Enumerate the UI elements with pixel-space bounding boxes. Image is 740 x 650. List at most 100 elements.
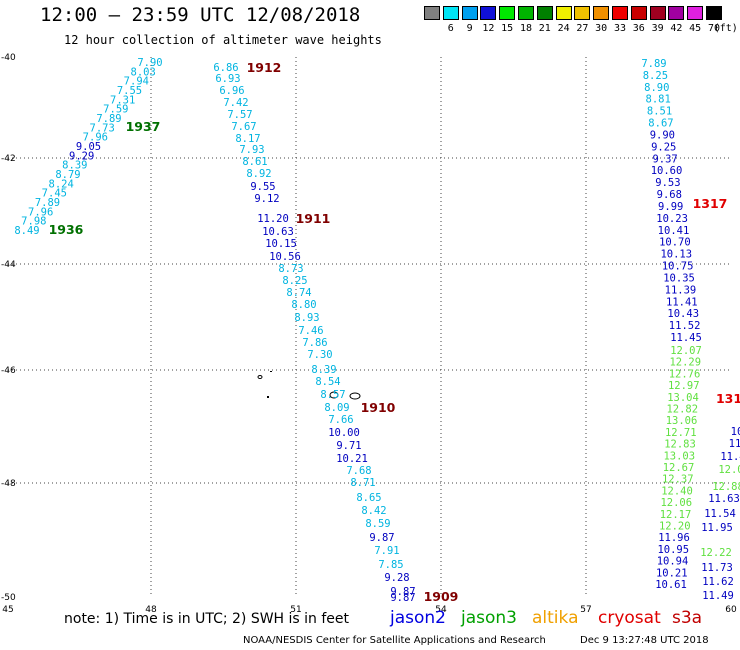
- swh-observation: 7.91: [374, 545, 399, 557]
- swh-observation: 8.25: [643, 70, 668, 82]
- swh-observation: 8.71: [350, 477, 375, 489]
- swh-observation: 8.24: [49, 178, 74, 190]
- axis-ticks: 45 48 51 54 57 60 -40 -42 -44 -46 -48 -50: [1, 53, 737, 615]
- swh-observation: 8.81: [646, 94, 671, 106]
- swh-observation: 10.94: [657, 556, 689, 568]
- satellite-name: jason2: [390, 608, 446, 628]
- x-tick-label: 51: [290, 605, 301, 615]
- swh-observation: 8.39: [62, 160, 87, 172]
- swh-observation: 8.65: [356, 492, 381, 504]
- swh-observation: 10.63: [262, 226, 294, 238]
- swh-observation: 9.90: [650, 129, 675, 141]
- swh-observation: 7.96: [83, 132, 108, 144]
- swh-observation: 8.74: [286, 287, 311, 299]
- swh-observation: 9.25: [651, 141, 676, 153]
- swh-observation: 7.66: [328, 414, 353, 426]
- swh-observation: 11.20: [257, 213, 289, 225]
- swh-observation: 9.29: [69, 150, 94, 162]
- swh-observation: 6.96: [219, 85, 244, 97]
- legend-label: 6: [447, 23, 454, 34]
- legend-swatch: [687, 6, 704, 20]
- swh-observation: 11.62: [702, 576, 734, 588]
- y-tick-label: -48: [1, 479, 16, 489]
- swh-observation: 10.70: [659, 237, 691, 249]
- swh-observation: 7.46: [298, 325, 323, 337]
- track-time-label: 1936: [49, 222, 84, 237]
- island-outline: [267, 396, 269, 398]
- legend-label: 15: [501, 23, 514, 34]
- swh-observation: 8.67: [648, 118, 673, 130]
- swh-observation: 10.21: [656, 567, 688, 579]
- legend-swatch: [612, 6, 628, 20]
- legend-swatch: [630, 6, 647, 20]
- swh-observation: 13.04: [667, 392, 699, 404]
- legend-label: 9: [466, 23, 473, 34]
- swh-observation: 8.93: [294, 312, 319, 324]
- map-grid: [8, 57, 731, 597]
- swh-observation: 9.53: [655, 177, 680, 189]
- legend-swatch: [706, 6, 722, 20]
- swh-observation: 7.89: [96, 113, 121, 125]
- legend-swatch: [424, 6, 440, 20]
- swh-observation: 12.29: [669, 357, 701, 369]
- swh-observation: 12.07: [670, 345, 702, 357]
- swh-observation: 12.76: [669, 368, 701, 380]
- swh-observation: 11: [729, 438, 740, 450]
- legend-swatch: [574, 6, 591, 20]
- map-title: 12:00 — 23:59 UTC 12/08/2018: [40, 4, 361, 26]
- swh-observation: 8.03: [131, 66, 156, 78]
- swh-observation: 10.21: [336, 453, 368, 465]
- legend-label: 45: [689, 23, 702, 34]
- legend-swatch: [649, 6, 666, 20]
- y-tick-label: -40: [1, 53, 16, 63]
- satellite-name: s3a: [672, 608, 703, 628]
- swh-observation: 9.55: [250, 181, 275, 193]
- swh-observation: 7.57: [227, 109, 252, 121]
- swh-observation: 7.98: [21, 216, 46, 228]
- swh-observation: 8.90: [644, 82, 669, 94]
- swh-observation: 9.68: [657, 189, 682, 201]
- swh-observation: 8.25: [282, 275, 307, 287]
- swh-observation: 7.86: [302, 337, 327, 349]
- y-tick-label: -50: [1, 593, 16, 603]
- swh-observation: 12.67: [663, 462, 695, 474]
- x-tick-label: 54: [435, 605, 447, 615]
- swh-observation: 9.28: [384, 572, 409, 584]
- track-time-label: 1317: [693, 196, 728, 211]
- swh-observation: 9.87: [369, 532, 394, 544]
- swh-observation: 7.45: [42, 188, 67, 200]
- swh-observation: 11.41: [666, 296, 698, 308]
- swh-observation: 8.51: [647, 106, 672, 118]
- swh-observation: 9.87: [390, 592, 415, 604]
- satellite-name: cryosat: [598, 608, 661, 628]
- legend-label: 18: [519, 23, 533, 34]
- swh-observation: 8.61: [242, 156, 267, 168]
- island-outlines: [257, 371, 361, 400]
- satellite-name: jason3: [461, 608, 517, 628]
- legend-label: 12: [482, 23, 495, 34]
- legend-label: 36: [632, 23, 645, 34]
- legend-swatch: [499, 6, 516, 20]
- footer-credit: NOAA/NESDIS Center for Satellite Applica…: [243, 635, 546, 646]
- swh-observation: 10.60: [651, 165, 683, 177]
- swh-observation: 12.22: [700, 547, 732, 559]
- swh-observation: 10.61: [655, 579, 687, 591]
- swh-observation: 12.88: [712, 481, 740, 493]
- x-tick-label: 60: [725, 605, 737, 615]
- swh-observation: 7.93: [239, 144, 264, 156]
- swh-observation: 10.35: [663, 272, 695, 284]
- swh-observation: 8.73: [278, 263, 303, 275]
- swh-observation: 12.20: [659, 521, 691, 533]
- swh-observation: 7.59: [103, 104, 128, 116]
- swh-observation: 12.37: [662, 474, 694, 486]
- swh-observation: 12.97: [668, 380, 700, 392]
- island-outline: [257, 375, 263, 379]
- swh-observation: 12.17: [660, 509, 692, 521]
- swh-observation: 11.4: [720, 451, 740, 463]
- swh-observation: 7.68: [346, 465, 371, 477]
- swh-observation: 7.30: [307, 349, 332, 361]
- swh-observation: 10.95: [657, 544, 689, 556]
- legend-label: 24: [557, 23, 570, 34]
- legend-unit: (ft): [713, 23, 738, 34]
- swh-observation: 10: [731, 426, 740, 438]
